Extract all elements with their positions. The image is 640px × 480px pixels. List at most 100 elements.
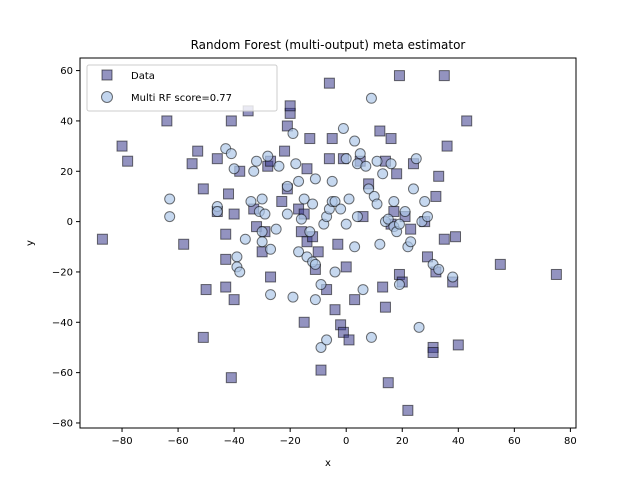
prediction-point (225, 148, 237, 160)
x-tick-label: 20 (396, 436, 409, 447)
prediction-point (304, 226, 316, 238)
legend-prediction-marker (101, 91, 113, 103)
y-tick-label: −20 (52, 267, 73, 278)
prediction-point (231, 251, 243, 263)
prediction-point (281, 208, 293, 220)
prediction-point (340, 153, 352, 165)
prediction-point (407, 183, 419, 195)
prediction-point (410, 153, 422, 165)
legend-box (86, 64, 278, 112)
data-point (225, 372, 237, 384)
prediction-point (256, 193, 268, 205)
prediction-point (259, 208, 271, 220)
prediction-point (315, 341, 327, 353)
prediction-point (265, 243, 277, 255)
data-point (343, 334, 355, 346)
prediction-point (164, 193, 176, 205)
prediction-point (321, 334, 333, 346)
data-point (304, 133, 316, 145)
legend: Data Multi RF score=0.77 (86, 64, 278, 112)
prediction-point (248, 165, 260, 177)
prediction-point (374, 238, 386, 250)
prediction-point (399, 206, 411, 218)
prediction-point (298, 193, 310, 205)
prediction-point (377, 168, 389, 180)
prediction-point (393, 279, 405, 291)
prediction-point (335, 203, 347, 215)
prediction-point (307, 198, 319, 210)
prediction-point (309, 173, 321, 185)
data-point (382, 377, 394, 389)
data-point (430, 190, 442, 202)
x-tick-label: 0 (343, 436, 349, 447)
plot-border (79, 57, 577, 429)
data-point (405, 223, 417, 235)
data-point (438, 70, 450, 82)
data-point (433, 170, 445, 182)
data-point (323, 77, 335, 89)
data-point (122, 155, 134, 167)
x-tick-label: 40 (452, 436, 465, 447)
prediction-point (405, 236, 417, 248)
prediction-point (239, 233, 251, 245)
y-tick-label: 0 (67, 217, 73, 228)
prediction-point (371, 155, 383, 167)
prediction-point (371, 198, 383, 210)
data-point (276, 195, 288, 207)
prediction-point (273, 160, 285, 172)
prediction-point (293, 246, 305, 258)
prediction-point (315, 279, 327, 291)
data-point (192, 145, 204, 157)
y-tick-label: 60 (60, 66, 73, 77)
x-axis-label: x (325, 458, 331, 469)
prediction-point (421, 211, 433, 223)
x-tick-label: −40 (224, 436, 245, 447)
data-point (450, 231, 462, 243)
data-point (220, 253, 232, 265)
y-tick-label: 40 (60, 116, 73, 127)
prediction-point (393, 218, 405, 230)
data-point (377, 281, 389, 293)
data-point (427, 346, 439, 358)
prediction-point (419, 195, 431, 207)
prediction-point (351, 211, 363, 223)
data-point (279, 145, 291, 157)
plot-area (80, 58, 576, 428)
data-point (393, 70, 405, 82)
prediction-point (365, 331, 377, 343)
prediction-point (281, 180, 293, 192)
data-point (228, 294, 240, 306)
prediction-point (290, 158, 302, 170)
y-tick-label: 20 (60, 167, 73, 178)
data-point (312, 246, 324, 258)
prediction-point (343, 193, 355, 205)
prediction-point (211, 206, 223, 218)
data-point (349, 294, 361, 306)
chart-title: Random Forest (multi-output) meta estima… (191, 38, 466, 52)
prediction-point (363, 183, 375, 195)
prediction-point (293, 175, 305, 187)
data-point (329, 304, 341, 316)
data-point (452, 339, 464, 351)
data-point (438, 233, 450, 245)
prediction-point (365, 92, 377, 104)
y-axis-label: y (25, 240, 36, 246)
prediction-point (349, 241, 361, 253)
data-point (385, 133, 397, 145)
data-point (301, 163, 313, 175)
x-tick-label: 60 (508, 436, 521, 447)
prediction-point (234, 266, 246, 278)
prediction-point (340, 218, 352, 230)
prediction-point (251, 155, 263, 167)
data-point (281, 120, 293, 132)
data-point (186, 158, 198, 170)
data-point (220, 228, 232, 240)
data-point (391, 168, 403, 180)
data-point (265, 271, 277, 283)
prediction-point (447, 271, 459, 283)
data-point (220, 281, 232, 293)
data-point (550, 268, 562, 280)
legend-data-marker (101, 69, 113, 81)
prediction-point (287, 128, 299, 140)
